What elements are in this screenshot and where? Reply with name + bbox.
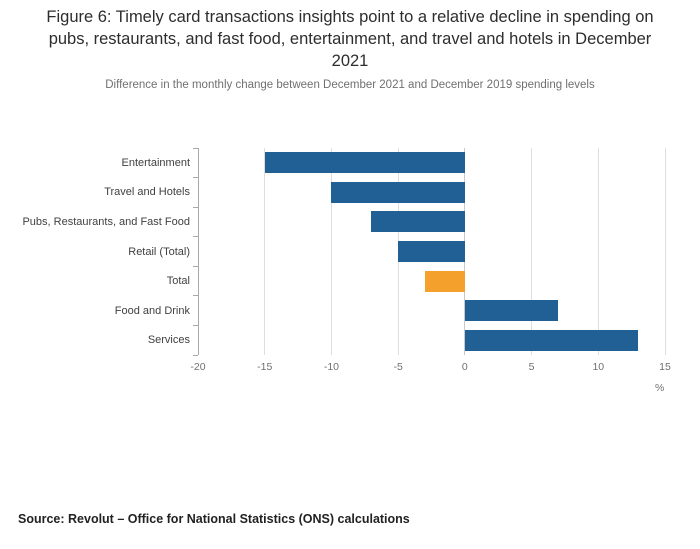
y-axis-tick xyxy=(193,295,198,297)
gridline xyxy=(330,148,332,355)
y-axis-tick xyxy=(193,236,198,238)
category-label-travel-and-hotels: Travel and Hotels xyxy=(104,186,190,199)
x-tick-label: -10 xyxy=(323,361,340,373)
source-note: Source: Revolut – Office for National St… xyxy=(18,512,410,526)
bar-pubs-restaurants-and-fast-food xyxy=(371,211,465,233)
y-axis-tick xyxy=(193,206,198,208)
category-label-services: Services xyxy=(147,334,190,347)
x-tick-label: 15 xyxy=(659,361,671,373)
y-axis-tick xyxy=(193,354,198,356)
x-tick-label: -5 xyxy=(393,361,403,373)
x-tick-label: 10 xyxy=(592,361,605,373)
y-axis-tick xyxy=(193,265,198,267)
bar-entertainment xyxy=(264,152,465,174)
x-tick-label: -15 xyxy=(257,361,273,373)
gridline xyxy=(531,148,533,355)
bar-total xyxy=(424,270,465,292)
category-label-pubs-restaurants-and-fast-food: Pubs, Restaurants, and Fast Food xyxy=(22,215,190,228)
bar-services xyxy=(464,329,639,351)
y-axis-tick xyxy=(193,324,198,326)
y-axis-tick xyxy=(193,177,198,179)
bar-food-and-drink xyxy=(464,300,559,322)
x-axis-unit-label: % xyxy=(655,382,665,394)
category-label-food-and-drink: Food and Drink xyxy=(114,304,190,317)
chart-subtitle: Difference in the monthly change between… xyxy=(105,79,595,91)
bar-chart: -20 -15 -10 -5 0 5 10 15 Entertainment Travel and… xyxy=(22,147,671,373)
gridline xyxy=(664,148,666,355)
gridline xyxy=(464,148,466,355)
x-tick-label: -20 xyxy=(190,361,206,373)
y-axis-line xyxy=(197,148,199,355)
category-label-retail-total: Retail (Total) xyxy=(128,245,190,258)
chart-title: Figure 6: Timely card transactions insig… xyxy=(46,8,654,70)
category-label-entertainment: Entertainment xyxy=(121,156,190,169)
gridline xyxy=(597,148,599,355)
x-tick-label: 5 xyxy=(528,361,535,373)
bar-retail-total xyxy=(398,241,465,262)
category-label-total: Total xyxy=(166,275,190,288)
x-tick-label: 0 xyxy=(461,361,468,373)
bar-travel-and-hotels xyxy=(331,181,465,203)
gridline xyxy=(264,148,266,355)
y-axis-tick xyxy=(193,147,198,149)
